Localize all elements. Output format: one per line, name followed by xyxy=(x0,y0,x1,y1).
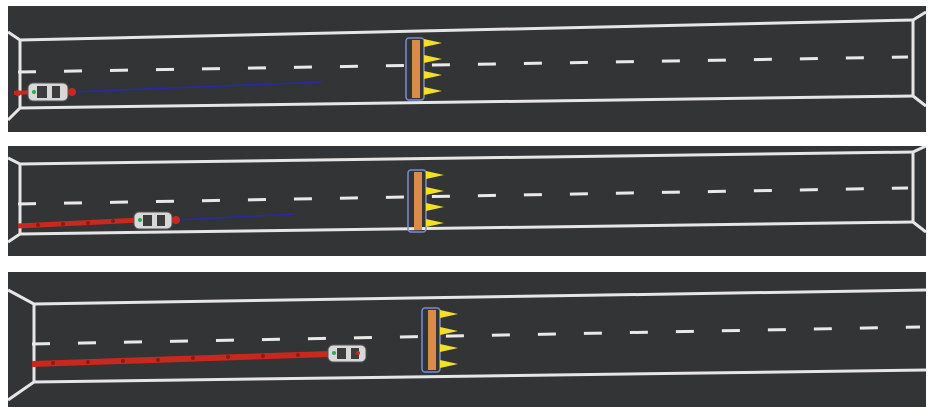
spike-icon xyxy=(426,203,444,211)
spike-barrier xyxy=(421,307,458,373)
planned-path xyxy=(69,81,323,93)
spike-icon xyxy=(426,219,444,227)
road-boundaries xyxy=(8,10,926,122)
road-scene-3 xyxy=(8,288,926,402)
vehicle-trail xyxy=(17,217,141,229)
center-lane-dashes xyxy=(17,55,909,74)
spike-icon xyxy=(424,55,442,63)
car-top-view-icon xyxy=(327,344,367,363)
spike-icon xyxy=(424,71,442,79)
planned-path xyxy=(175,213,295,221)
car-top-view-icon xyxy=(27,82,76,102)
spike-icon xyxy=(440,360,458,368)
road-boundaries xyxy=(8,146,926,244)
center-lane-dashes xyxy=(31,325,921,346)
spike-icon xyxy=(440,327,458,335)
road-boundaries xyxy=(8,288,926,402)
spike-icon xyxy=(440,310,458,318)
road-scene-2 xyxy=(8,146,926,244)
spike-icon xyxy=(424,87,442,95)
simulation-panel-3 xyxy=(8,272,926,407)
road-scene-1 xyxy=(8,10,926,122)
spike-icon xyxy=(426,171,444,179)
spike-icon xyxy=(440,344,458,352)
spike-barrier xyxy=(405,37,442,101)
simulation-panel-1 xyxy=(8,6,926,132)
vehicle-trail xyxy=(31,351,331,367)
spike-icon xyxy=(424,39,442,47)
spike-icon xyxy=(426,187,444,195)
simulation-panel-2 xyxy=(8,146,926,256)
car-top-view-icon xyxy=(133,211,180,230)
spike-barrier xyxy=(407,169,444,233)
center-lane-dashes xyxy=(17,186,909,206)
